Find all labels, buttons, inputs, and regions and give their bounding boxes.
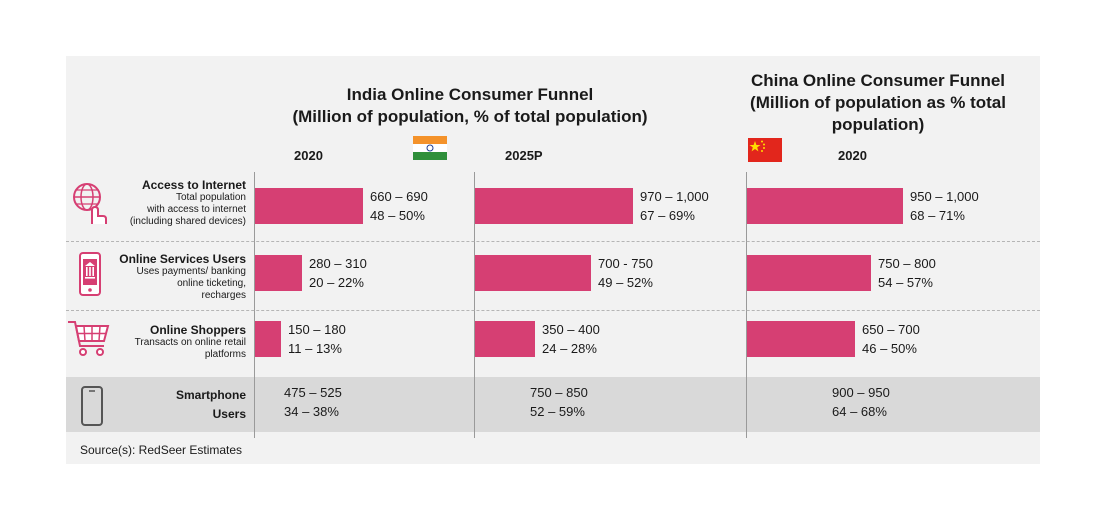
row-desc-line: with access to internet bbox=[147, 204, 246, 215]
data-label-pct: 49 – 52% bbox=[598, 275, 653, 290]
india-flag-icon bbox=[413, 136, 447, 160]
row-title-access-internet: Access to Internet bbox=[141, 178, 246, 192]
data-label: 750 – 800 54 – 57% bbox=[878, 254, 936, 292]
row-title-online-shoppers: Online Shoppers bbox=[149, 323, 246, 337]
bar bbox=[747, 255, 871, 291]
data-label-count: 970 – 1,000 bbox=[640, 189, 709, 204]
china-flag-icon bbox=[748, 138, 782, 162]
data-label: 150 – 180 11 – 13% bbox=[288, 320, 346, 358]
data-label: 970 – 1,000 67 – 69% bbox=[640, 187, 709, 225]
smartphone-count: 900 – 950 bbox=[832, 385, 890, 400]
data-label-pct: 54 – 57% bbox=[878, 275, 933, 290]
col-header-china-2020: 2020 bbox=[838, 148, 867, 163]
data-label-count: 750 – 800 bbox=[878, 256, 936, 271]
col-header-india-2025p: 2025P bbox=[505, 148, 543, 163]
bar bbox=[255, 255, 302, 291]
row-label-smartphone-users: Smartphone Users bbox=[76, 388, 246, 421]
smartphone-value-india-2025p: 750 – 850 52 – 59% bbox=[530, 383, 588, 421]
data-label: 660 – 690 48 – 50% bbox=[370, 187, 428, 225]
data-label: 280 – 310 20 – 22% bbox=[309, 254, 367, 292]
row-desc-line: platforms bbox=[204, 349, 246, 360]
data-label-count: 650 – 700 bbox=[862, 322, 920, 337]
row-title-smartphone-line1: Smartphone bbox=[175, 388, 246, 402]
row-divider-2 bbox=[66, 310, 1040, 311]
india-title-line1: India Online Consumer Funnel bbox=[346, 85, 594, 104]
bar bbox=[747, 321, 855, 357]
india-title: India Online Consumer Funnel (Million of… bbox=[250, 84, 690, 128]
row-desc-line: recharges bbox=[201, 290, 246, 301]
bar bbox=[475, 321, 535, 357]
column-divider-2 bbox=[474, 172, 475, 438]
row-desc-line: Transacts on online retail bbox=[134, 337, 246, 348]
row-title-smartphone-line2: Users bbox=[212, 407, 246, 421]
data-label-pct: 20 – 22% bbox=[309, 275, 364, 290]
smartphone-count: 750 – 850 bbox=[530, 385, 588, 400]
row-desc-line: Total population bbox=[175, 192, 246, 203]
data-label-pct: 46 – 50% bbox=[862, 341, 917, 356]
data-label-count: 950 – 1,000 bbox=[910, 189, 979, 204]
india-title-line2: (Million of population, % of total popul… bbox=[292, 107, 648, 126]
smartphone-value-china-2020: 900 – 950 64 – 68% bbox=[832, 383, 890, 421]
smartphone-pct: 64 – 68% bbox=[832, 404, 887, 419]
data-label-count: 350 – 400 bbox=[542, 322, 600, 337]
col-header-india-2020: 2020 bbox=[294, 148, 323, 163]
row-desc-line: online ticketing, bbox=[177, 278, 246, 289]
bar bbox=[475, 188, 633, 224]
china-title: China Online Consumer Funnel (Million of… bbox=[718, 70, 1038, 136]
smartphone-count: 475 – 525 bbox=[284, 385, 342, 400]
china-title-line1: China Online Consumer Funnel bbox=[750, 71, 1006, 90]
bar bbox=[475, 255, 591, 291]
data-label-count: 150 – 180 bbox=[288, 322, 346, 337]
bar bbox=[747, 188, 903, 224]
data-label: 700 - 750 49 – 52% bbox=[598, 254, 653, 292]
bar bbox=[255, 321, 281, 357]
data-label-pct: 48 – 50% bbox=[370, 208, 425, 223]
row-desc-line: (including shared devices) bbox=[129, 216, 246, 227]
row-title-online-services: Online Services Users bbox=[119, 252, 246, 266]
column-divider-3 bbox=[746, 172, 747, 438]
bar bbox=[255, 188, 363, 224]
mobile-bank-icon bbox=[79, 252, 101, 296]
source-note: Source(s): RedSeer Estimates bbox=[80, 443, 243, 457]
china-title-line3: population) bbox=[831, 115, 925, 134]
data-label: 350 – 400 24 – 28% bbox=[542, 320, 600, 358]
column-divider-1 bbox=[254, 172, 255, 438]
data-label-pct: 67 – 69% bbox=[640, 208, 695, 223]
smartphone-pct: 34 – 38% bbox=[284, 404, 339, 419]
china-title-line2: (Million of population as % total bbox=[750, 93, 1006, 112]
smartphone-value-india-2020: 475 – 525 34 – 38% bbox=[284, 383, 342, 421]
row-label-online-shoppers: Online Shoppers Transacts on online reta… bbox=[76, 323, 246, 361]
data-label-count: 280 – 310 bbox=[309, 256, 367, 271]
data-label-count: 700 - 750 bbox=[598, 256, 653, 271]
smartphone-icon bbox=[81, 386, 103, 426]
data-label-pct: 11 – 13% bbox=[288, 341, 342, 356]
row-desc-line: Uses payments/ banking bbox=[136, 266, 246, 277]
data-label-pct: 68 – 71% bbox=[910, 208, 965, 223]
data-label-count: 660 – 690 bbox=[370, 189, 428, 204]
smartphone-pct: 52 – 59% bbox=[530, 404, 585, 419]
globe-hand-icon bbox=[73, 183, 107, 224]
row-label-access-internet: Access to Internet Total population with… bbox=[76, 178, 246, 228]
shopping-cart-icon bbox=[68, 321, 110, 356]
row-label-online-services: Online Services Users Uses payments/ ban… bbox=[76, 252, 246, 302]
data-label: 950 – 1,000 68 – 71% bbox=[910, 187, 979, 225]
data-label-pct: 24 – 28% bbox=[542, 341, 597, 356]
smartphone-row-band bbox=[66, 377, 1040, 432]
data-label: 650 – 700 46 – 50% bbox=[862, 320, 920, 358]
row-divider-1 bbox=[66, 241, 1040, 242]
